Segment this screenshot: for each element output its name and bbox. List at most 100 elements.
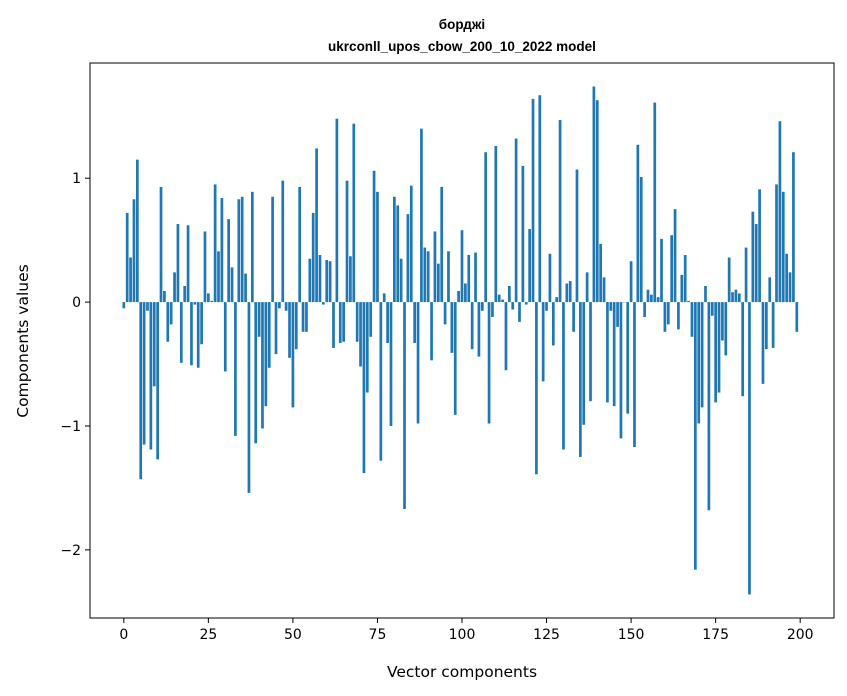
bar [193, 302, 197, 305]
bar [332, 302, 335, 348]
bar [146, 302, 149, 311]
bar [724, 302, 728, 356]
bar [765, 302, 768, 350]
bar [680, 274, 684, 303]
bar [271, 196, 274, 303]
bar [365, 302, 369, 393]
bar [311, 212, 315, 303]
bar [416, 302, 420, 424]
bar [213, 184, 217, 303]
bar [291, 302, 295, 408]
bar [139, 302, 143, 480]
bar [152, 302, 156, 387]
bar [785, 253, 789, 303]
bar [704, 285, 707, 303]
bar [484, 152, 488, 303]
bar [568, 281, 572, 303]
bar [700, 302, 704, 408]
bar [342, 302, 345, 342]
bar [687, 300, 690, 303]
bar [254, 302, 258, 444]
bar [173, 272, 176, 303]
bar [132, 199, 136, 303]
bar [305, 302, 308, 332]
bar [447, 251, 450, 303]
bar [325, 259, 329, 303]
bar [535, 302, 538, 475]
bar [386, 302, 389, 343]
bar [207, 293, 210, 303]
bar [281, 180, 285, 303]
bar [589, 302, 592, 402]
bar [200, 302, 203, 345]
bar [693, 302, 697, 570]
bar [220, 198, 224, 303]
bar [656, 297, 660, 303]
bar [524, 302, 528, 305]
bar [670, 235, 674, 303]
bar [758, 189, 761, 303]
bar [443, 302, 447, 325]
bar [507, 285, 511, 303]
bar [464, 283, 467, 303]
bar [748, 302, 751, 595]
bar [741, 302, 745, 397]
bar [531, 98, 535, 303]
bar [125, 212, 129, 303]
bar [653, 102, 657, 303]
bar [217, 251, 220, 303]
bar [223, 302, 227, 372]
bar [142, 302, 146, 445]
bar [518, 302, 521, 322]
bar [426, 251, 430, 303]
bar [538, 95, 542, 303]
bar [754, 224, 758, 303]
x-tick-label: 75 [369, 627, 387, 643]
bar [389, 302, 393, 426]
bar [250, 191, 254, 303]
bar [403, 302, 406, 509]
bar [592, 86, 596, 303]
bar [477, 302, 481, 357]
bar [771, 302, 775, 348]
bar [558, 119, 562, 303]
bar [406, 214, 410, 303]
bar [122, 302, 126, 309]
bar [163, 290, 166, 303]
bar [413, 302, 417, 343]
y-axis-label: Components values [14, 264, 32, 417]
bar [227, 219, 231, 303]
bar [467, 255, 471, 303]
bar [504, 302, 508, 371]
bar [619, 302, 623, 439]
bar [315, 148, 318, 303]
bar [595, 100, 599, 303]
bar [697, 302, 701, 424]
bar [727, 257, 731, 303]
bar [616, 302, 619, 327]
bar [612, 302, 616, 407]
bar [264, 302, 268, 407]
bar [666, 302, 670, 325]
bar [717, 302, 721, 393]
bar [565, 283, 569, 303]
bar [751, 211, 755, 303]
bar [562, 302, 565, 450]
bar [230, 267, 234, 303]
bar [761, 302, 765, 384]
bar [555, 297, 559, 303]
bar [379, 302, 383, 461]
bar [396, 205, 400, 303]
bar [335, 118, 339, 303]
bar [210, 300, 214, 303]
bar [690, 302, 694, 337]
y-tick-label: 1 [72, 171, 81, 187]
bar [673, 209, 677, 303]
x-tick-label: 125 [533, 627, 560, 643]
bar [453, 302, 457, 415]
bar [433, 231, 437, 303]
bar [267, 302, 271, 368]
bar [639, 176, 643, 303]
bar [775, 184, 778, 303]
